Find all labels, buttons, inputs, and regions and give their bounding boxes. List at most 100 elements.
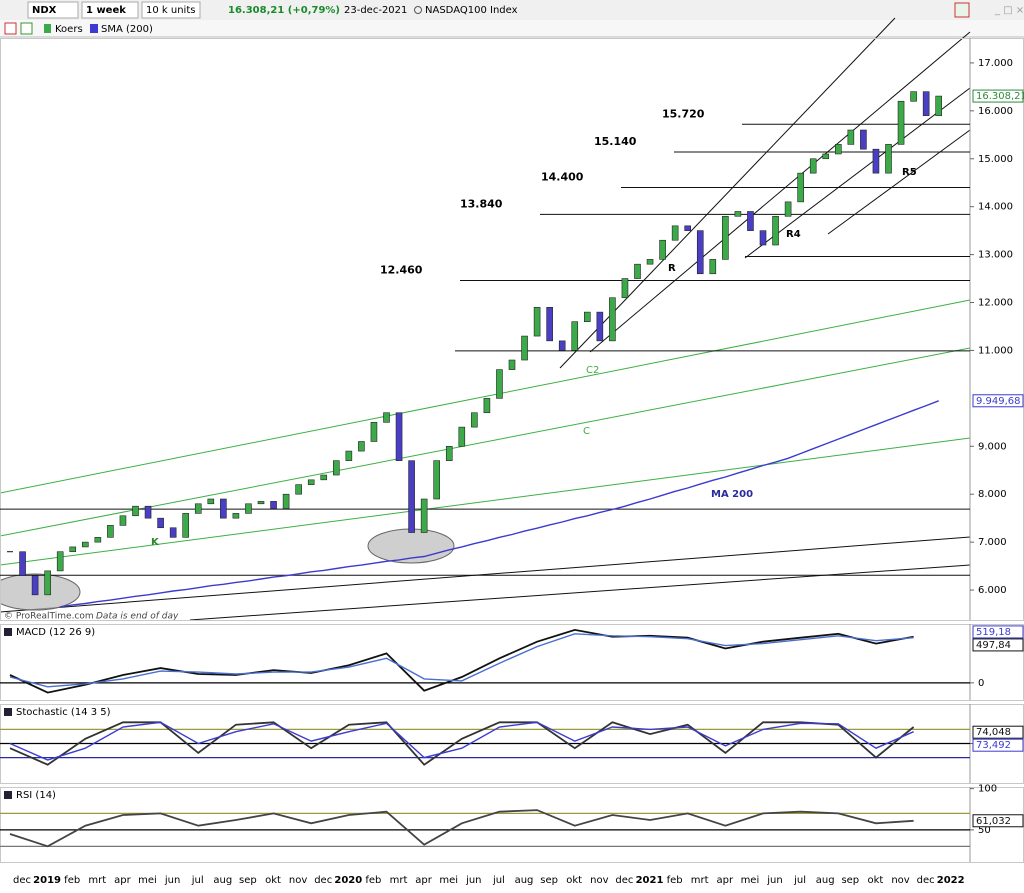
x-tick-label: mrt [390,875,408,886]
y-tick-label: 0 [978,678,984,689]
candle [910,91,917,102]
toolbar [0,0,1024,20]
candle [408,460,415,533]
legend-sma[interactable]: SMA (200) [101,24,153,35]
candle [232,513,240,519]
annotation: K [151,537,160,548]
icon-up[interactable] [20,22,33,35]
units[interactable]: 10 k units [146,5,195,16]
x-tick-label: feb [64,875,80,886]
y-tick-label: 12.000 [978,298,1013,309]
candle [445,445,453,461]
x-tick-label: apr [114,875,131,886]
price-badge-label: 16.308,21 [976,91,1024,102]
x-tick-label: jul [492,875,505,886]
x-tick-label: aug [515,875,534,886]
channel-lines [0,299,971,566]
series-line [60,400,939,608]
candle [395,412,403,461]
x-tick-label: mei [439,875,458,886]
candle [94,537,102,543]
panel-title-icon [4,628,12,636]
trend-line [744,87,971,259]
candle [345,450,353,461]
x-tick-label: jul [191,875,204,886]
symbol-box[interactable] [27,1,79,19]
status-icon [414,6,422,14]
trend-line [0,536,971,613]
candle [207,498,215,505]
candle [621,278,629,299]
period[interactable]: 1 week [86,5,126,16]
candle [194,503,202,514]
x-tick-label: jun [465,875,481,886]
x-tick-label: 2021 [636,875,664,886]
icon-down[interactable] [4,22,17,35]
candle [370,422,378,442]
koers-icon [44,24,51,33]
price-badge-label: 497,84 [976,640,1011,651]
price-badge [972,738,1024,752]
price-badge [972,89,1024,103]
price-badge [972,394,1024,408]
candle [722,215,729,260]
candle [558,340,566,351]
trend-line [559,17,896,369]
x-tick-label: dec [917,875,935,886]
candle [169,527,177,538]
candle [634,263,641,279]
candle [19,551,26,576]
channel-line [0,299,971,494]
x-tick-label: okt [566,875,582,886]
y-tick-label: 50 [978,825,991,836]
x-tick-label: aug [213,875,232,886]
series-line [9,633,914,688]
candle [471,412,478,428]
date: 23-dec-2021 [344,5,407,16]
legend-koers[interactable]: Koers [55,24,83,35]
price-badge [972,638,1024,652]
candle [646,259,654,265]
x-tick-label: apr [415,875,432,886]
candle [609,297,616,342]
refresh-icon[interactable] [954,2,970,18]
x-tick-label: aug [816,875,835,886]
candle [483,398,491,414]
candle [546,307,553,342]
candle [809,158,817,174]
candle [44,570,51,596]
candle [320,474,328,481]
units-box[interactable] [141,1,201,19]
annotation: MA 200 [711,489,753,500]
x-tick-label: 2019 [33,875,61,886]
price-badge-label: 73,492 [976,740,1011,751]
price-badge [972,625,1024,639]
candle [132,505,139,517]
highlight-ellipse [0,573,81,611]
y-tick-label: 8.000 [978,489,1007,500]
candle [433,460,441,500]
annotation: C2 [586,365,599,376]
y-tick-label: 9.000 [978,441,1007,452]
window-buttons[interactable]: _ □ × [994,5,1024,16]
x-tick-label: feb [667,875,683,886]
x-tick-label: sep [239,875,257,886]
symbol[interactable]: NDX [32,5,57,16]
candle [420,498,428,533]
candle [69,546,77,553]
price-badge-label: 74,048 [976,727,1011,738]
period-box[interactable] [81,1,139,19]
candle [521,335,528,361]
channel-line [0,437,971,566]
candle [897,100,905,145]
candle [684,225,692,231]
y-tick-label: 6.000 [978,585,1007,596]
candle [533,307,541,337]
x-tick-label: dec [615,875,633,886]
candle [834,144,842,155]
annotation: C [583,426,590,437]
candle [31,575,39,596]
price-badge [972,814,1024,828]
